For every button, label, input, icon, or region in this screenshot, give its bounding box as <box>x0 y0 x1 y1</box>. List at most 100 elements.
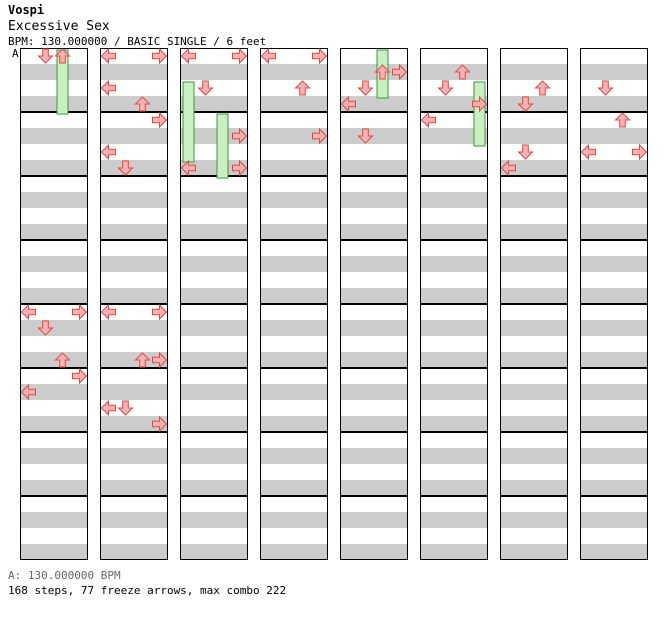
beat-stripe <box>100 544 168 560</box>
beat-stripe <box>180 176 248 192</box>
beat-stripe <box>260 240 328 256</box>
beat-stripe <box>180 384 248 400</box>
beat-stripe <box>420 288 488 304</box>
beat-stripe <box>500 64 568 80</box>
beat-stripe <box>180 544 248 560</box>
freeze-arrow <box>182 81 195 163</box>
beat-stripe <box>100 240 168 256</box>
beat-stripe <box>260 352 328 368</box>
beat-stripe <box>340 176 408 192</box>
beat-stripe <box>260 416 328 432</box>
beat-stripe <box>420 544 488 560</box>
arrow-note <box>534 80 551 96</box>
beat-stripe <box>340 208 408 224</box>
beat-stripe <box>500 240 568 256</box>
beat-stripe <box>180 128 248 144</box>
measure-box <box>180 432 248 496</box>
beat-stripe <box>20 224 88 240</box>
arrow-note <box>152 415 168 433</box>
beat-stripe <box>420 352 488 368</box>
beat-stripe <box>340 144 408 160</box>
beat-stripe <box>260 176 328 192</box>
beat-stripe <box>180 512 248 528</box>
beat-stripe <box>340 80 408 96</box>
measure-box <box>420 176 488 240</box>
beat-stripe <box>420 480 488 496</box>
beat-stripe <box>340 496 408 512</box>
beat-stripe <box>180 112 248 128</box>
arrow-note <box>197 80 214 96</box>
beat-stripe <box>260 224 328 240</box>
arrow-note <box>597 80 614 96</box>
arrow-note <box>117 400 134 416</box>
measure-box <box>420 48 488 112</box>
arrow-note <box>37 48 54 64</box>
beat-stripe <box>20 128 88 144</box>
measure-box <box>260 304 328 368</box>
beat-stripe <box>500 352 568 368</box>
arrow-note <box>312 127 328 145</box>
measure-box <box>580 496 648 560</box>
beat-stripe <box>20 144 88 160</box>
beat-stripe <box>500 224 568 240</box>
beat-stripe <box>580 144 648 160</box>
beat-stripe <box>260 288 328 304</box>
beat-stripe <box>580 272 648 288</box>
beat-stripe <box>180 80 248 96</box>
beat-stripe <box>420 96 488 112</box>
beat-stripe <box>100 208 168 224</box>
beat-stripe <box>20 384 88 400</box>
beat-stripe <box>580 240 648 256</box>
measure-box <box>20 304 88 368</box>
beat-stripe <box>100 64 168 80</box>
arrow-note <box>294 80 311 96</box>
beat-stripe <box>260 400 328 416</box>
beat-stripe <box>100 416 168 432</box>
beat-stripe <box>100 352 168 368</box>
beat-stripe <box>260 80 328 96</box>
beat-stripe <box>500 368 568 384</box>
beat-stripe <box>260 320 328 336</box>
beat-stripe <box>580 496 648 512</box>
beat-stripe <box>500 496 568 512</box>
beat-stripe <box>260 144 328 160</box>
beat-stripe <box>340 304 408 320</box>
beat-stripe <box>500 144 568 160</box>
arrow-note <box>580 143 596 161</box>
beat-stripe <box>260 64 328 80</box>
beat-stripe <box>20 512 88 528</box>
beat-stripe <box>100 80 168 96</box>
measure-box <box>580 240 648 304</box>
beat-stripe <box>580 80 648 96</box>
beat-stripe <box>100 256 168 272</box>
beat-stripe <box>500 80 568 96</box>
arrow-note <box>232 159 248 177</box>
measure-box <box>580 176 648 240</box>
beat-stripe <box>260 544 328 560</box>
beat-stripe <box>500 416 568 432</box>
beat-stripe <box>420 176 488 192</box>
beat-stripe <box>500 528 568 544</box>
beat-stripe <box>500 400 568 416</box>
arrow-note <box>54 48 71 64</box>
measure-box <box>340 432 408 496</box>
arrow-note <box>374 64 391 80</box>
beat-stripe <box>100 528 168 544</box>
beat-stripe <box>580 400 648 416</box>
beat-stripe <box>180 160 248 176</box>
beat-stripe <box>500 544 568 560</box>
beat-stripe <box>500 288 568 304</box>
arrow-note <box>454 64 471 80</box>
beat-stripe <box>500 336 568 352</box>
beat-stripe <box>180 64 248 80</box>
beat-stripe <box>500 384 568 400</box>
beat-stripe <box>260 96 328 112</box>
arrow-note <box>437 80 454 96</box>
beat-stripe <box>260 192 328 208</box>
beat-stripe <box>20 176 88 192</box>
measure-box <box>580 432 648 496</box>
beat-stripe <box>420 112 488 128</box>
beat-stripe <box>20 528 88 544</box>
beat-stripe <box>420 304 488 320</box>
beat-stripe <box>20 400 88 416</box>
